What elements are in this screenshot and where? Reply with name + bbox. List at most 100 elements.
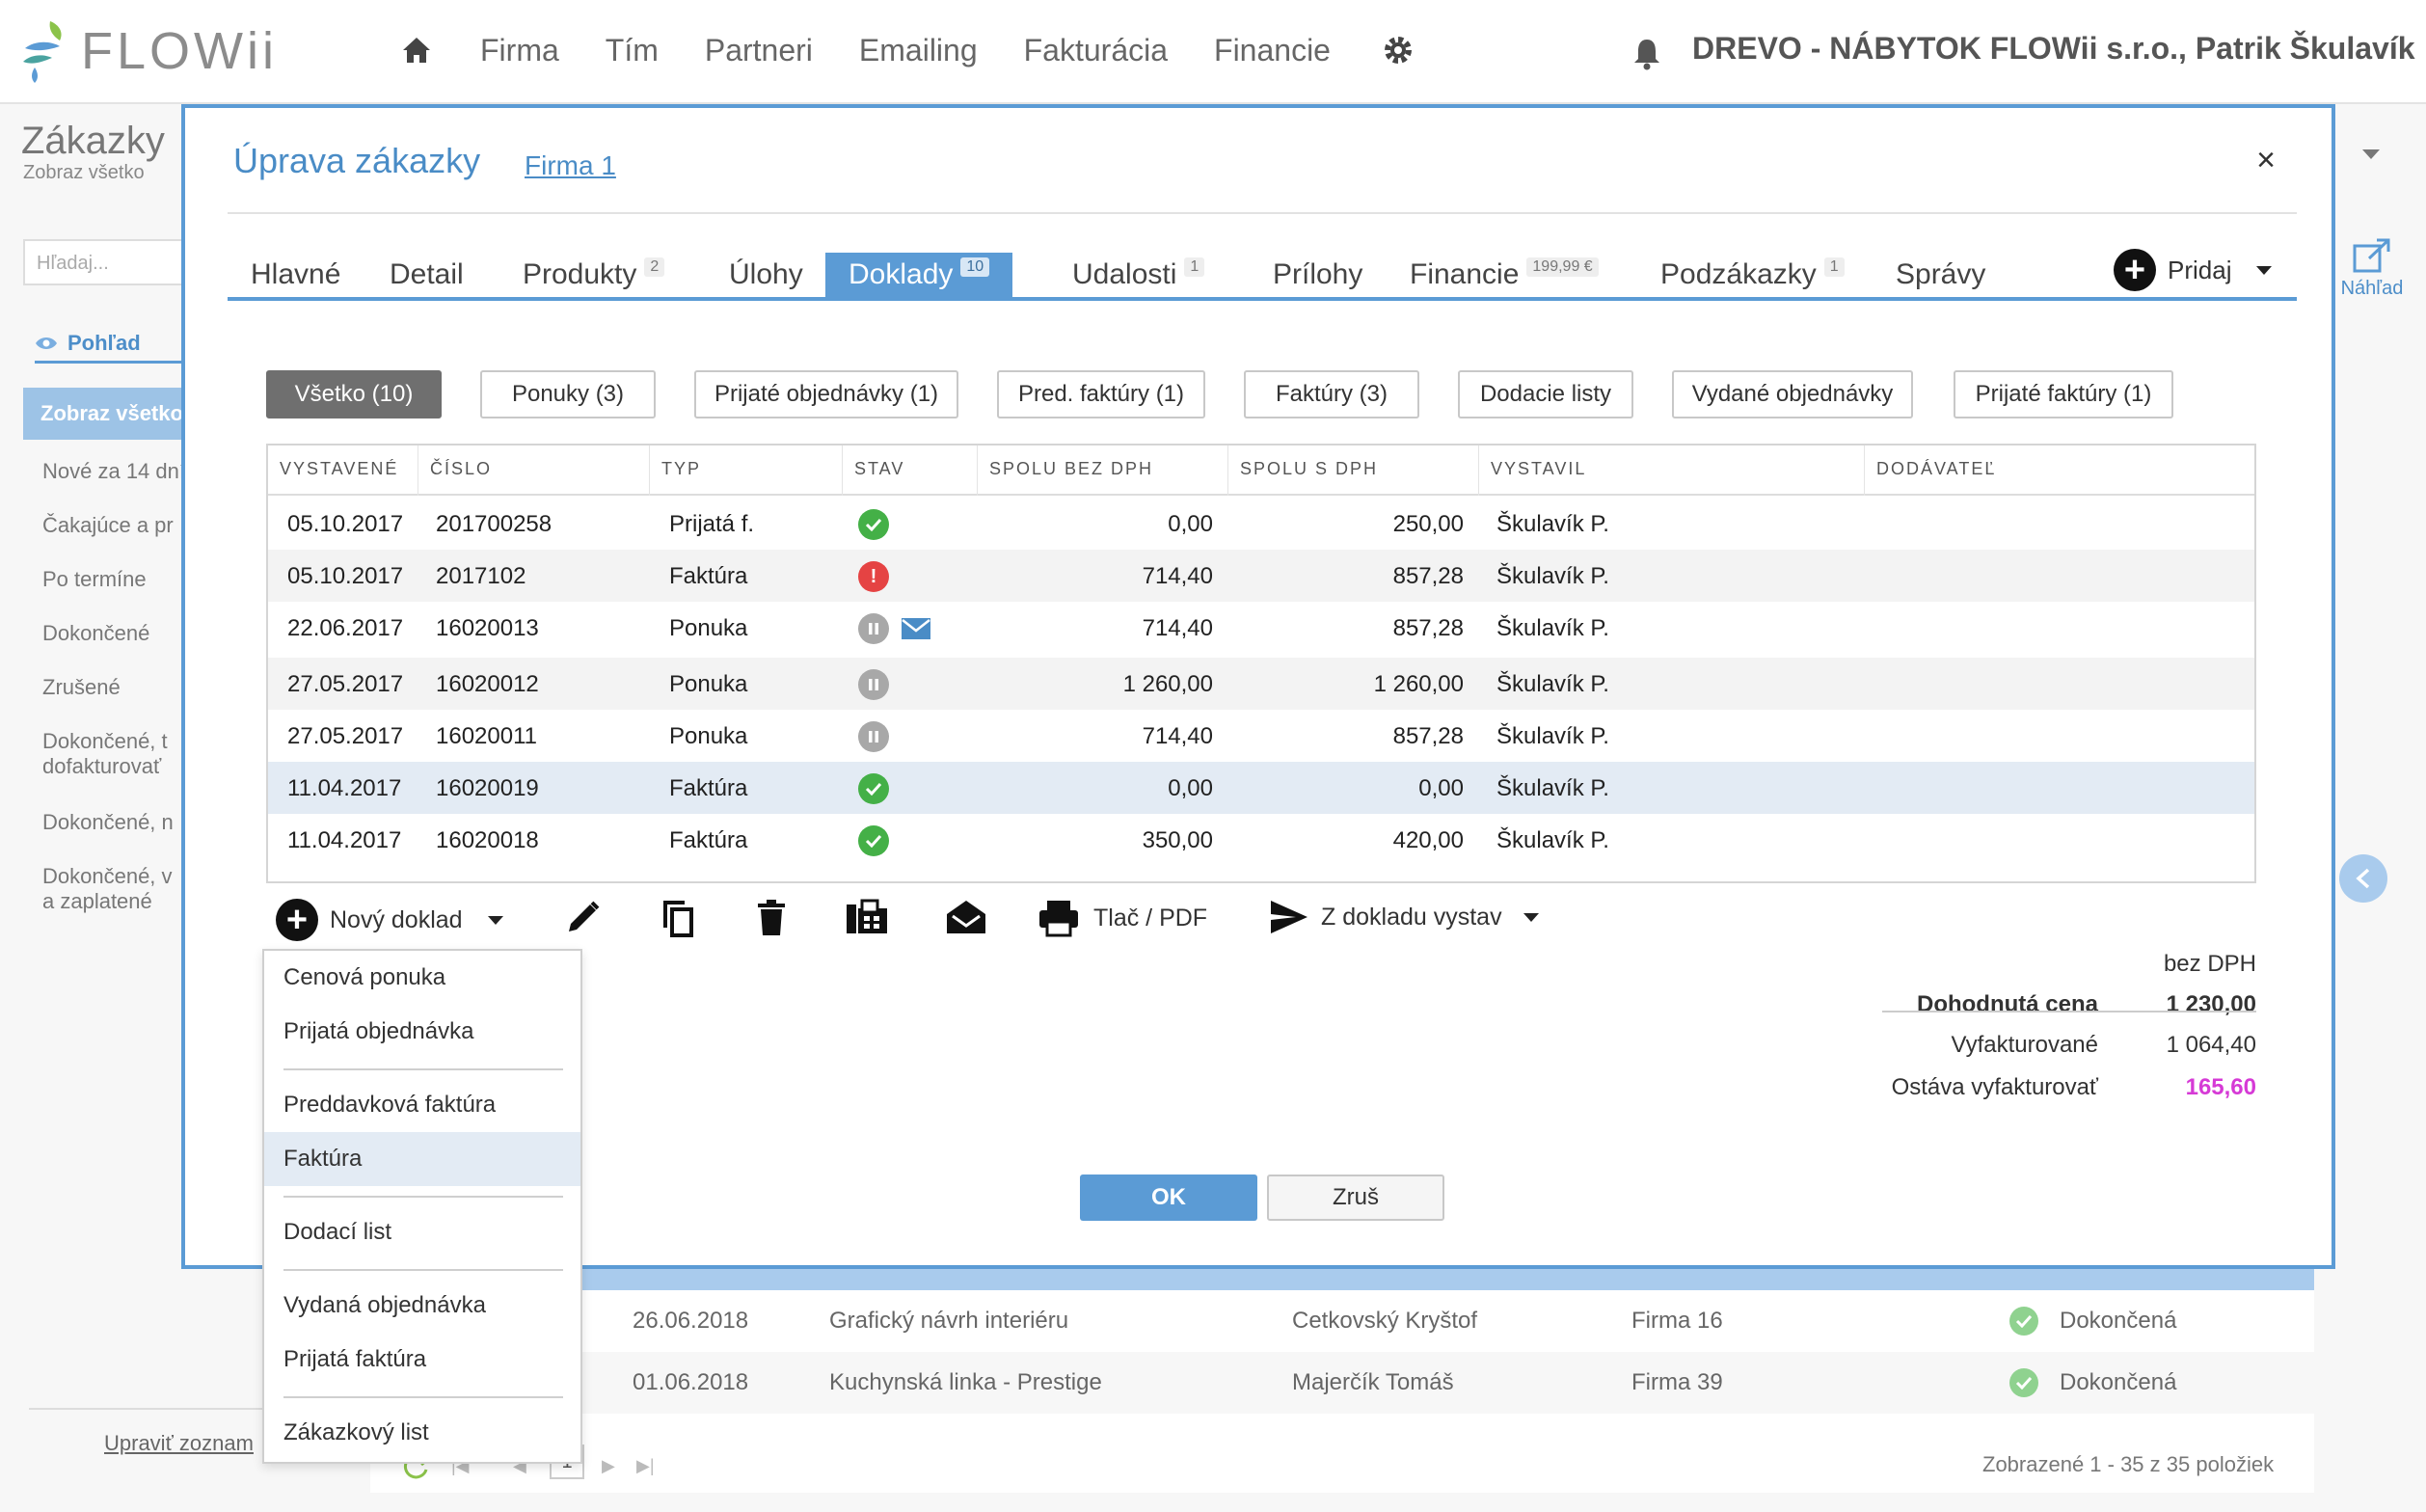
tab-udalosti[interactable]: Udalosti 1 [1049, 253, 1227, 297]
email-button[interactable] [945, 899, 987, 935]
preview-button[interactable]: Náhľad [2333, 237, 2411, 300]
cancel-button[interactable]: Zruš [1267, 1174, 1444, 1221]
new-document-button[interactable]: + Nový doklad [276, 899, 503, 941]
chevron-left-icon [2356, 868, 2370, 889]
tab-label: Udalosti [1072, 258, 1177, 290]
nav-tim[interactable]: Tím [605, 32, 659, 68]
sidebar-divider [29, 1408, 270, 1410]
view-tab[interactable]: Pohľad [35, 324, 189, 363]
menu-item-received-order[interactable]: Prijatá objednávka [283, 1018, 474, 1044]
filter-overdue[interactable]: Po termíne [42, 567, 147, 591]
filter-waiting[interactable]: Čakajúce a pr [42, 513, 174, 537]
menu-item-advance-invoice[interactable]: Preddavková faktúra [283, 1092, 497, 1118]
table-row[interactable]: 27.05.2017 16020012 Ponuka 1 260,00 1 260,00… [268, 658, 2254, 710]
delete-button[interactable] [756, 899, 787, 937]
nav-firma[interactable]: Firma [480, 32, 559, 68]
nav-financie[interactable]: Financie [1214, 32, 1331, 68]
filter-advance-invoices-button[interactable]: Pred. faktúry (1) [997, 370, 1205, 418]
tab-hlavne[interactable]: Hlavné [228, 253, 364, 297]
menu-item-order-sheet[interactable]: Zákazkový list [283, 1419, 429, 1445]
order-name: Kuchynská linka - Prestige [829, 1369, 1102, 1395]
nav-fakturacia[interactable]: Fakturácia [1023, 32, 1169, 68]
col-net[interactable]: SPOLU BEZ DPH [978, 446, 1228, 496]
copy-button[interactable] [660, 899, 696, 939]
pause-circle-icon [858, 669, 889, 700]
tab-badge: 199,99 € [1526, 257, 1599, 277]
filter-done[interactable]: Dokončené [42, 621, 150, 645]
table-row[interactable]: 11.04.2017 16020019 Faktúra 0,00 0,00 Škulaví… [268, 762, 2254, 814]
tab-spravy[interactable]: Správy [1873, 253, 2008, 297]
menu-item-price-offer[interactable]: Cenová ponuka [283, 964, 446, 990]
table-row[interactable]: 01.06.2018 Kuchynská linka - Prestige Ma… [370, 1352, 2314, 1414]
tab-financie[interactable]: Financie 199,99 € [1387, 253, 1622, 297]
ok-button[interactable]: OK [1080, 1174, 1257, 1221]
next-page-icon[interactable]: ▶ [602, 1456, 615, 1475]
table-header: VYSTAVENÉ ČÍSLO TYP STAV SPOLU BEZ DPH S… [268, 446, 2254, 496]
table-row[interactable]: 11.04.2017 16020018 Faktúra 350,00 420,00 Šku… [268, 814, 2254, 866]
tab-doklady[interactable]: Doklady 10 [825, 253, 1013, 297]
home-icon[interactable] [395, 29, 438, 71]
tab-ulohy[interactable]: Úlohy [706, 253, 826, 297]
edit-button[interactable] [565, 899, 602, 935]
table-row[interactable]: 05.10.2017 201700258 Prijatá f. 0,00 250,00 Š… [268, 498, 2254, 550]
orders-list: 26.06.2018 Grafický návrh interiéru Cetk… [370, 1254, 2314, 1435]
add-button[interactable]: + Pridaj [2114, 249, 2273, 291]
tab-prilohy[interactable]: Prílohy [1250, 253, 1386, 297]
nav-partneri[interactable]: Partneri [704, 32, 813, 68]
filter-done-unpaid[interactable]: Dokončené, n [42, 810, 174, 834]
filter-new[interactable]: Nové za 14 dní [42, 459, 185, 483]
col-number[interactable]: ČÍSLO [418, 446, 650, 496]
filter-invoices-button[interactable]: Faktúry (3) [1244, 370, 1419, 418]
firm-link[interactable]: Firma 1 [525, 150, 616, 180]
edit-list-link[interactable]: Upraviť zoznam [104, 1431, 254, 1455]
col-supplier[interactable]: DODÁVATEĽ [1876, 459, 1997, 478]
table-row[interactable]: 26.06.2018 Grafický návrh interiéru Cetk… [370, 1290, 2314, 1352]
filter-cancelled[interactable]: Zrušené [42, 675, 121, 699]
filter-issued-orders-button[interactable]: Vydané objednávky [1672, 370, 1913, 418]
col-gross[interactable]: SPOLU S DPH [1228, 446, 1479, 496]
filter-done-to-invoice[interactable]: Dokončené, t [42, 729, 168, 753]
close-icon[interactable]: × [2256, 142, 2276, 178]
filter-offers-button[interactable]: Ponuky (3) [480, 370, 656, 418]
menu-item-delivery-note[interactable]: Dodací list [283, 1219, 392, 1245]
create-from-document-button[interactable]: Z dokladu vystav [1269, 899, 1539, 935]
col-issued-by[interactable]: VYSTAVIL [1479, 446, 1865, 496]
table-row[interactable]: 22.06.2017 16020013 Ponuka 714,40 857,28 Škul… [268, 602, 2254, 654]
tab-badge: 10 [960, 257, 990, 277]
print-pdf-button[interactable]: Tlač / PDF [1038, 899, 1207, 937]
company-user-label[interactable]: DREVO - NÁBYTOK FLOWii s.r.o., Patrik Šk… [1692, 31, 2415, 66]
filter-all-button[interactable]: Všetko (10) [266, 370, 442, 418]
tab-podzakazky[interactable]: Podzákazky 1 [1637, 253, 1868, 297]
menu-item-issued-order[interactable]: Vydaná objednávka [283, 1292, 486, 1318]
table-row[interactable]: 05.10.2017 2017102 Faktúra! 714,40 857,28 Šku… [268, 550, 2254, 602]
filter-received-orders-button[interactable]: Prijaté objednávky (1) [694, 370, 958, 418]
col-type[interactable]: TYP [650, 446, 843, 496]
last-page-icon[interactable]: ▶| [636, 1456, 655, 1475]
tab-detail[interactable]: Detail [366, 253, 487, 297]
filter-received-invoices-button[interactable]: Prijaté faktúry (1) [1954, 370, 2173, 418]
filter-delivery-notes-button[interactable]: Dodacie listy [1458, 370, 1633, 418]
flowii-logo[interactable]: FLOWii [21, 17, 278, 85]
chevron-down-icon[interactable] [2256, 265, 2273, 275]
filter-all-active[interactable]: Zobraz všetko [23, 388, 189, 440]
col-issued[interactable]: VYSTAVENÉ [268, 446, 418, 496]
external-link-icon [2353, 238, 2390, 273]
new-document-label: Nový doklad [330, 905, 463, 933]
bell-icon[interactable] [1631, 37, 1662, 71]
fax-button[interactable] [845, 899, 891, 935]
col-status[interactable]: STAV [843, 446, 978, 496]
invoiced-label: Vyfakturované [1951, 1032, 2098, 1058]
chevron-down-icon[interactable] [2360, 147, 2382, 162]
menu-item-invoice[interactable]: Faktúra [264, 1132, 580, 1186]
table-row[interactable]: 27.05.2017 16020011 Ponuka 714,40 857,28 Škul… [268, 710, 2254, 762]
invoiced-row: Vyfakturované 1 064,40 [1882, 1032, 2256, 1070]
filter-done-paid[interactable]: Dokončené, v [42, 864, 173, 888]
check-circle-icon [858, 509, 889, 540]
gear-icon[interactable] [1377, 29, 1419, 71]
tab-produkty[interactable]: Produkty 2 [499, 253, 687, 297]
collapse-panel-button[interactable] [2339, 854, 2387, 903]
cell-gross: 420,00 [1392, 827, 1464, 853]
menu-item-received-invoice[interactable]: Prijatá faktúra [283, 1346, 427, 1372]
search-input[interactable]: Hľadaj... [23, 239, 187, 285]
nav-emailing[interactable]: Emailing [858, 32, 978, 68]
